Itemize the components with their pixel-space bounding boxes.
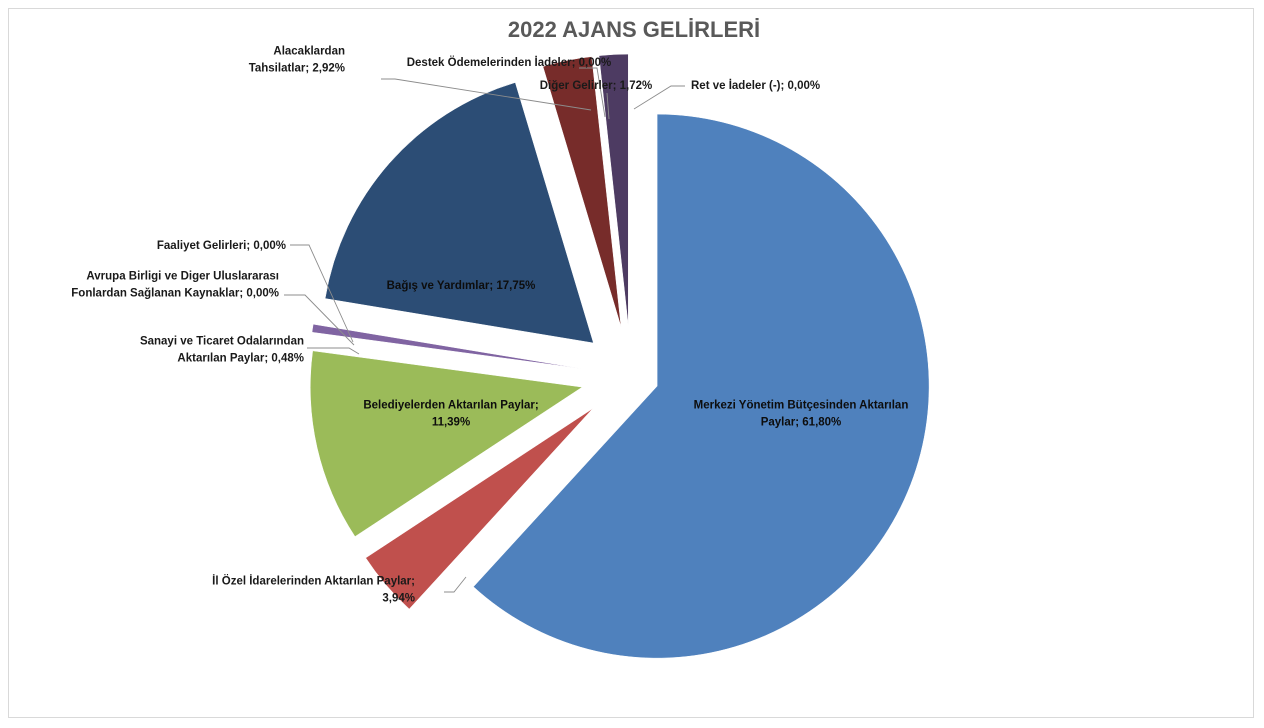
pie-slice-4 bbox=[311, 323, 582, 369]
pie-slice-3 bbox=[310, 350, 583, 537]
slice-label-line: Fonlardan Sağlanan Kaynaklar; 0,00% bbox=[71, 288, 279, 300]
slice-label-line: Destek Ödemelerinden İadeler; 0,00% bbox=[407, 56, 612, 69]
slice-label-6: Faaliyet Gelirleri; 0,00% bbox=[157, 240, 286, 252]
leader-line-9 bbox=[579, 67, 606, 118]
slice-label-2: İl Özel İdarelerinden Aktarılan Paylar; 3… bbox=[212, 575, 415, 605]
slice-label-line: Tahsilatlar; 2,92% bbox=[249, 63, 345, 75]
slice-label-line: Ret ve İadeler (-); 0,00% bbox=[691, 79, 820, 92]
chart-title: 2022 AJANS GELİRLERİ bbox=[508, 17, 760, 42]
slice-label-line: Merkezi Yönetim Bütçesinden Aktarılan bbox=[694, 400, 909, 412]
leader-line-11 bbox=[633, 85, 685, 110]
slice-label-line: Aktarılan Paylar; 0,48% bbox=[177, 353, 304, 365]
pie-slice-8 bbox=[542, 56, 622, 328]
slice-label-line: Paylar; 61,80% bbox=[761, 417, 842, 429]
slice-label-line: 3,94% bbox=[382, 593, 415, 605]
slice-label-line: Avrupa Birligi ve Diger Uluslararası bbox=[86, 271, 279, 283]
pie-slice-7 bbox=[324, 82, 594, 344]
leader-line-2 bbox=[444, 576, 467, 593]
pie-slice-10 bbox=[598, 53, 629, 327]
leader-line-5 bbox=[284, 294, 355, 346]
leader-line-6 bbox=[290, 244, 354, 343]
slice-label-line: İl Özel İdarelerinden Aktarılan Paylar; bbox=[212, 575, 415, 588]
slice-label-line: Alacaklardan bbox=[273, 46, 345, 58]
slice-label-3: Belediyelerden Aktarılan Paylar; 11,39% bbox=[363, 400, 538, 429]
slice-label-11: Ret ve İadeler (-); 0,00% bbox=[691, 79, 820, 92]
leader-line-4 bbox=[307, 347, 360, 355]
slice-label-5: Avrupa Birligi ve Diger Uluslararası Fonl… bbox=[71, 271, 279, 300]
slice-label-line: Belediyelerden Aktarılan Paylar; bbox=[363, 400, 538, 412]
slice-label-line: 11,39% bbox=[432, 417, 470, 429]
slice-label-10: Diğer Gelirler; 1,72% bbox=[540, 80, 653, 92]
slice-label-9: Destek Ödemelerinden İadeler; 0,00% bbox=[407, 56, 612, 69]
slice-label-8: Alacaklardan Tahsilatlar; 2,92% bbox=[249, 46, 345, 75]
pie-slice-2 bbox=[365, 408, 594, 610]
slice-label-line: Bağış ve Yardımlar; 17,75% bbox=[387, 280, 536, 292]
slice-label-line: Diğer Gelirler; 1,72% bbox=[540, 80, 653, 92]
pie-chart: 2022 AJANS GELİRLERİ Merkezi Yönetim Büt… bbox=[71, 17, 930, 659]
slice-label-7: Bağış ve Yardımlar; 17,75% bbox=[387, 280, 536, 292]
pie-slice-1 bbox=[473, 113, 930, 659]
slice-label-1: Merkezi Yönetim Bütçesinden Aktarılan Pay… bbox=[694, 400, 909, 429]
slice-label-4: Sanayi ve Ticaret Odalarından Aktarılan P… bbox=[140, 336, 304, 365]
slice-label-line: Sanayi ve Ticaret Odalarından bbox=[140, 336, 304, 348]
slice-label-line: Faaliyet Gelirleri; 0,00% bbox=[157, 240, 286, 252]
chart-frame: 2022 AJANS GELİRLERİ Merkezi Yönetim Büt… bbox=[8, 8, 1254, 718]
leader-line-10 bbox=[606, 92, 610, 120]
leader-line-8 bbox=[381, 78, 592, 111]
